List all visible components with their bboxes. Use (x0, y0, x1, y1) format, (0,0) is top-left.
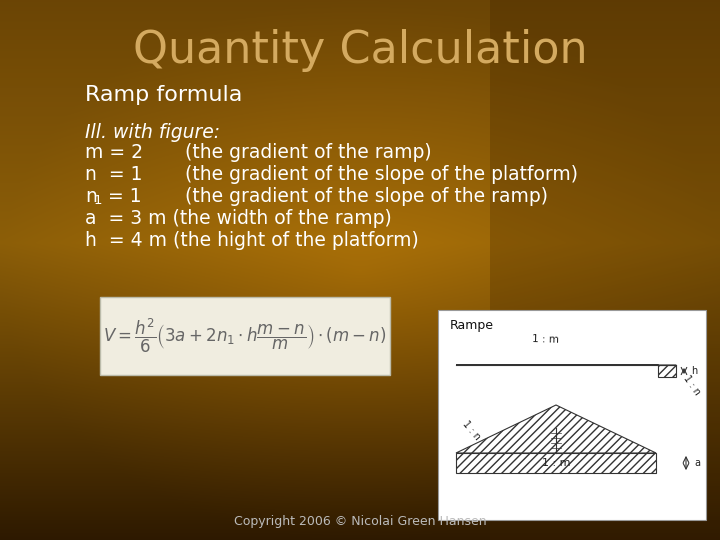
Text: $V = \dfrac{h^2}{6}\left(3a + 2n_1 \cdot h\dfrac{m-n}{m}\right)\cdot(m-n)$: $V = \dfrac{h^2}{6}\left(3a + 2n_1 \cdot… (103, 317, 387, 355)
Text: a: a (694, 458, 700, 468)
Polygon shape (456, 365, 676, 377)
Text: Rampe: Rampe (450, 320, 494, 333)
Polygon shape (456, 405, 656, 453)
Text: = 1: = 1 (102, 186, 142, 206)
Text: Ramp formula: Ramp formula (85, 85, 243, 105)
Text: 1 : n: 1 : n (460, 418, 482, 442)
Text: (the gradient of the ramp): (the gradient of the ramp) (185, 143, 431, 161)
Text: Ill. with figure:: Ill. with figure: (85, 123, 220, 141)
Text: h  = 4 m (the hight of the platform): h = 4 m (the hight of the platform) (85, 231, 419, 249)
FancyBboxPatch shape (438, 310, 706, 520)
Text: Copyright 2006 © Nicolai Green Hansen: Copyright 2006 © Nicolai Green Hansen (234, 516, 486, 529)
Text: 1 : n: 1 : n (681, 373, 702, 397)
Text: 1 : m: 1 : m (532, 334, 559, 345)
FancyBboxPatch shape (100, 297, 390, 375)
Text: 1: 1 (94, 194, 102, 207)
Text: Quantity Calculation: Quantity Calculation (132, 29, 588, 71)
Polygon shape (658, 365, 676, 377)
Text: n: n (85, 186, 97, 206)
Text: m = 2: m = 2 (85, 143, 143, 161)
Text: (the gradient of the slope of the platform): (the gradient of the slope of the platfo… (185, 165, 578, 184)
Text: a  = 3 m (the width of the ramp): a = 3 m (the width of the ramp) (85, 208, 392, 227)
Polygon shape (456, 453, 656, 473)
Text: n  = 1: n = 1 (85, 165, 143, 184)
Text: 1 : m: 1 : m (541, 458, 570, 468)
Polygon shape (490, 0, 720, 540)
Text: h: h (691, 366, 697, 376)
Text: (the gradient of the slope of the ramp): (the gradient of the slope of the ramp) (185, 186, 548, 206)
